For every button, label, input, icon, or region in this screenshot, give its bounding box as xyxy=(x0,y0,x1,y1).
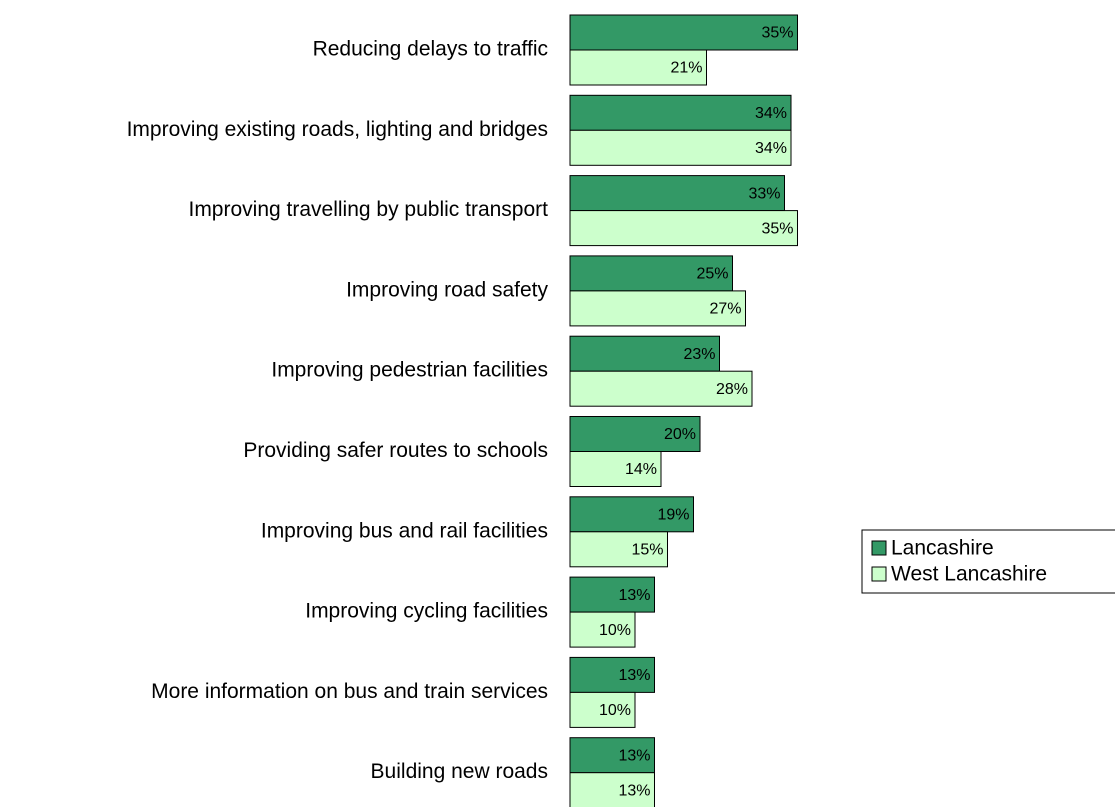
category-label: Improving existing roads, lighting and b… xyxy=(127,118,548,141)
bar xyxy=(569,611,636,648)
category-label: Improving bus and rail facilities xyxy=(261,519,548,542)
legend-box xyxy=(861,529,1115,594)
value-label: 25% xyxy=(696,266,728,283)
bar xyxy=(569,737,655,774)
bar xyxy=(569,772,655,807)
bar xyxy=(569,691,636,728)
category-label: Improving cycling facilities xyxy=(305,600,548,623)
bar xyxy=(569,290,746,327)
value-label: 14% xyxy=(625,461,657,478)
value-label: 33% xyxy=(748,185,780,202)
bar xyxy=(569,49,707,86)
value-label: 34% xyxy=(755,140,787,157)
category-label: Improving travelling by public transport xyxy=(188,198,548,221)
bar xyxy=(569,14,798,51)
legend-label: West Lancashire xyxy=(891,563,1047,586)
legend-swatch xyxy=(871,566,887,582)
value-label: 13% xyxy=(618,782,650,799)
legend-swatch xyxy=(871,540,887,556)
value-label: 15% xyxy=(631,542,663,559)
bar xyxy=(569,94,792,131)
bar xyxy=(569,531,668,568)
value-label: 23% xyxy=(683,346,715,363)
bar xyxy=(569,416,701,452)
value-label: 34% xyxy=(755,105,787,122)
bar xyxy=(569,210,798,247)
value-label: 13% xyxy=(618,667,650,684)
value-label: 35% xyxy=(761,25,793,42)
legend-label: Lancashire xyxy=(891,537,994,560)
value-label: 27% xyxy=(709,301,741,318)
value-label: 19% xyxy=(657,507,689,524)
bar xyxy=(569,656,655,693)
value-label: 10% xyxy=(599,702,631,719)
value-label: 21% xyxy=(670,60,702,77)
value-label: 35% xyxy=(761,220,793,237)
category-label: Reducing delays to traffic xyxy=(313,38,548,61)
category-label: More information on bus and train servic… xyxy=(151,680,548,703)
category-label: Providing safer routes to schools xyxy=(243,439,548,462)
value-label: 28% xyxy=(716,381,748,398)
category-label: Building new roads xyxy=(371,760,548,783)
value-label: 13% xyxy=(618,587,650,604)
bar xyxy=(569,451,662,487)
category-label: Improving pedestrian facilities xyxy=(271,359,548,382)
value-label: 10% xyxy=(599,622,631,639)
category-label: Improving road safety xyxy=(346,278,548,301)
bar xyxy=(569,370,753,407)
bar xyxy=(569,129,792,166)
value-label: 13% xyxy=(618,747,650,764)
value-label: 20% xyxy=(664,426,696,443)
